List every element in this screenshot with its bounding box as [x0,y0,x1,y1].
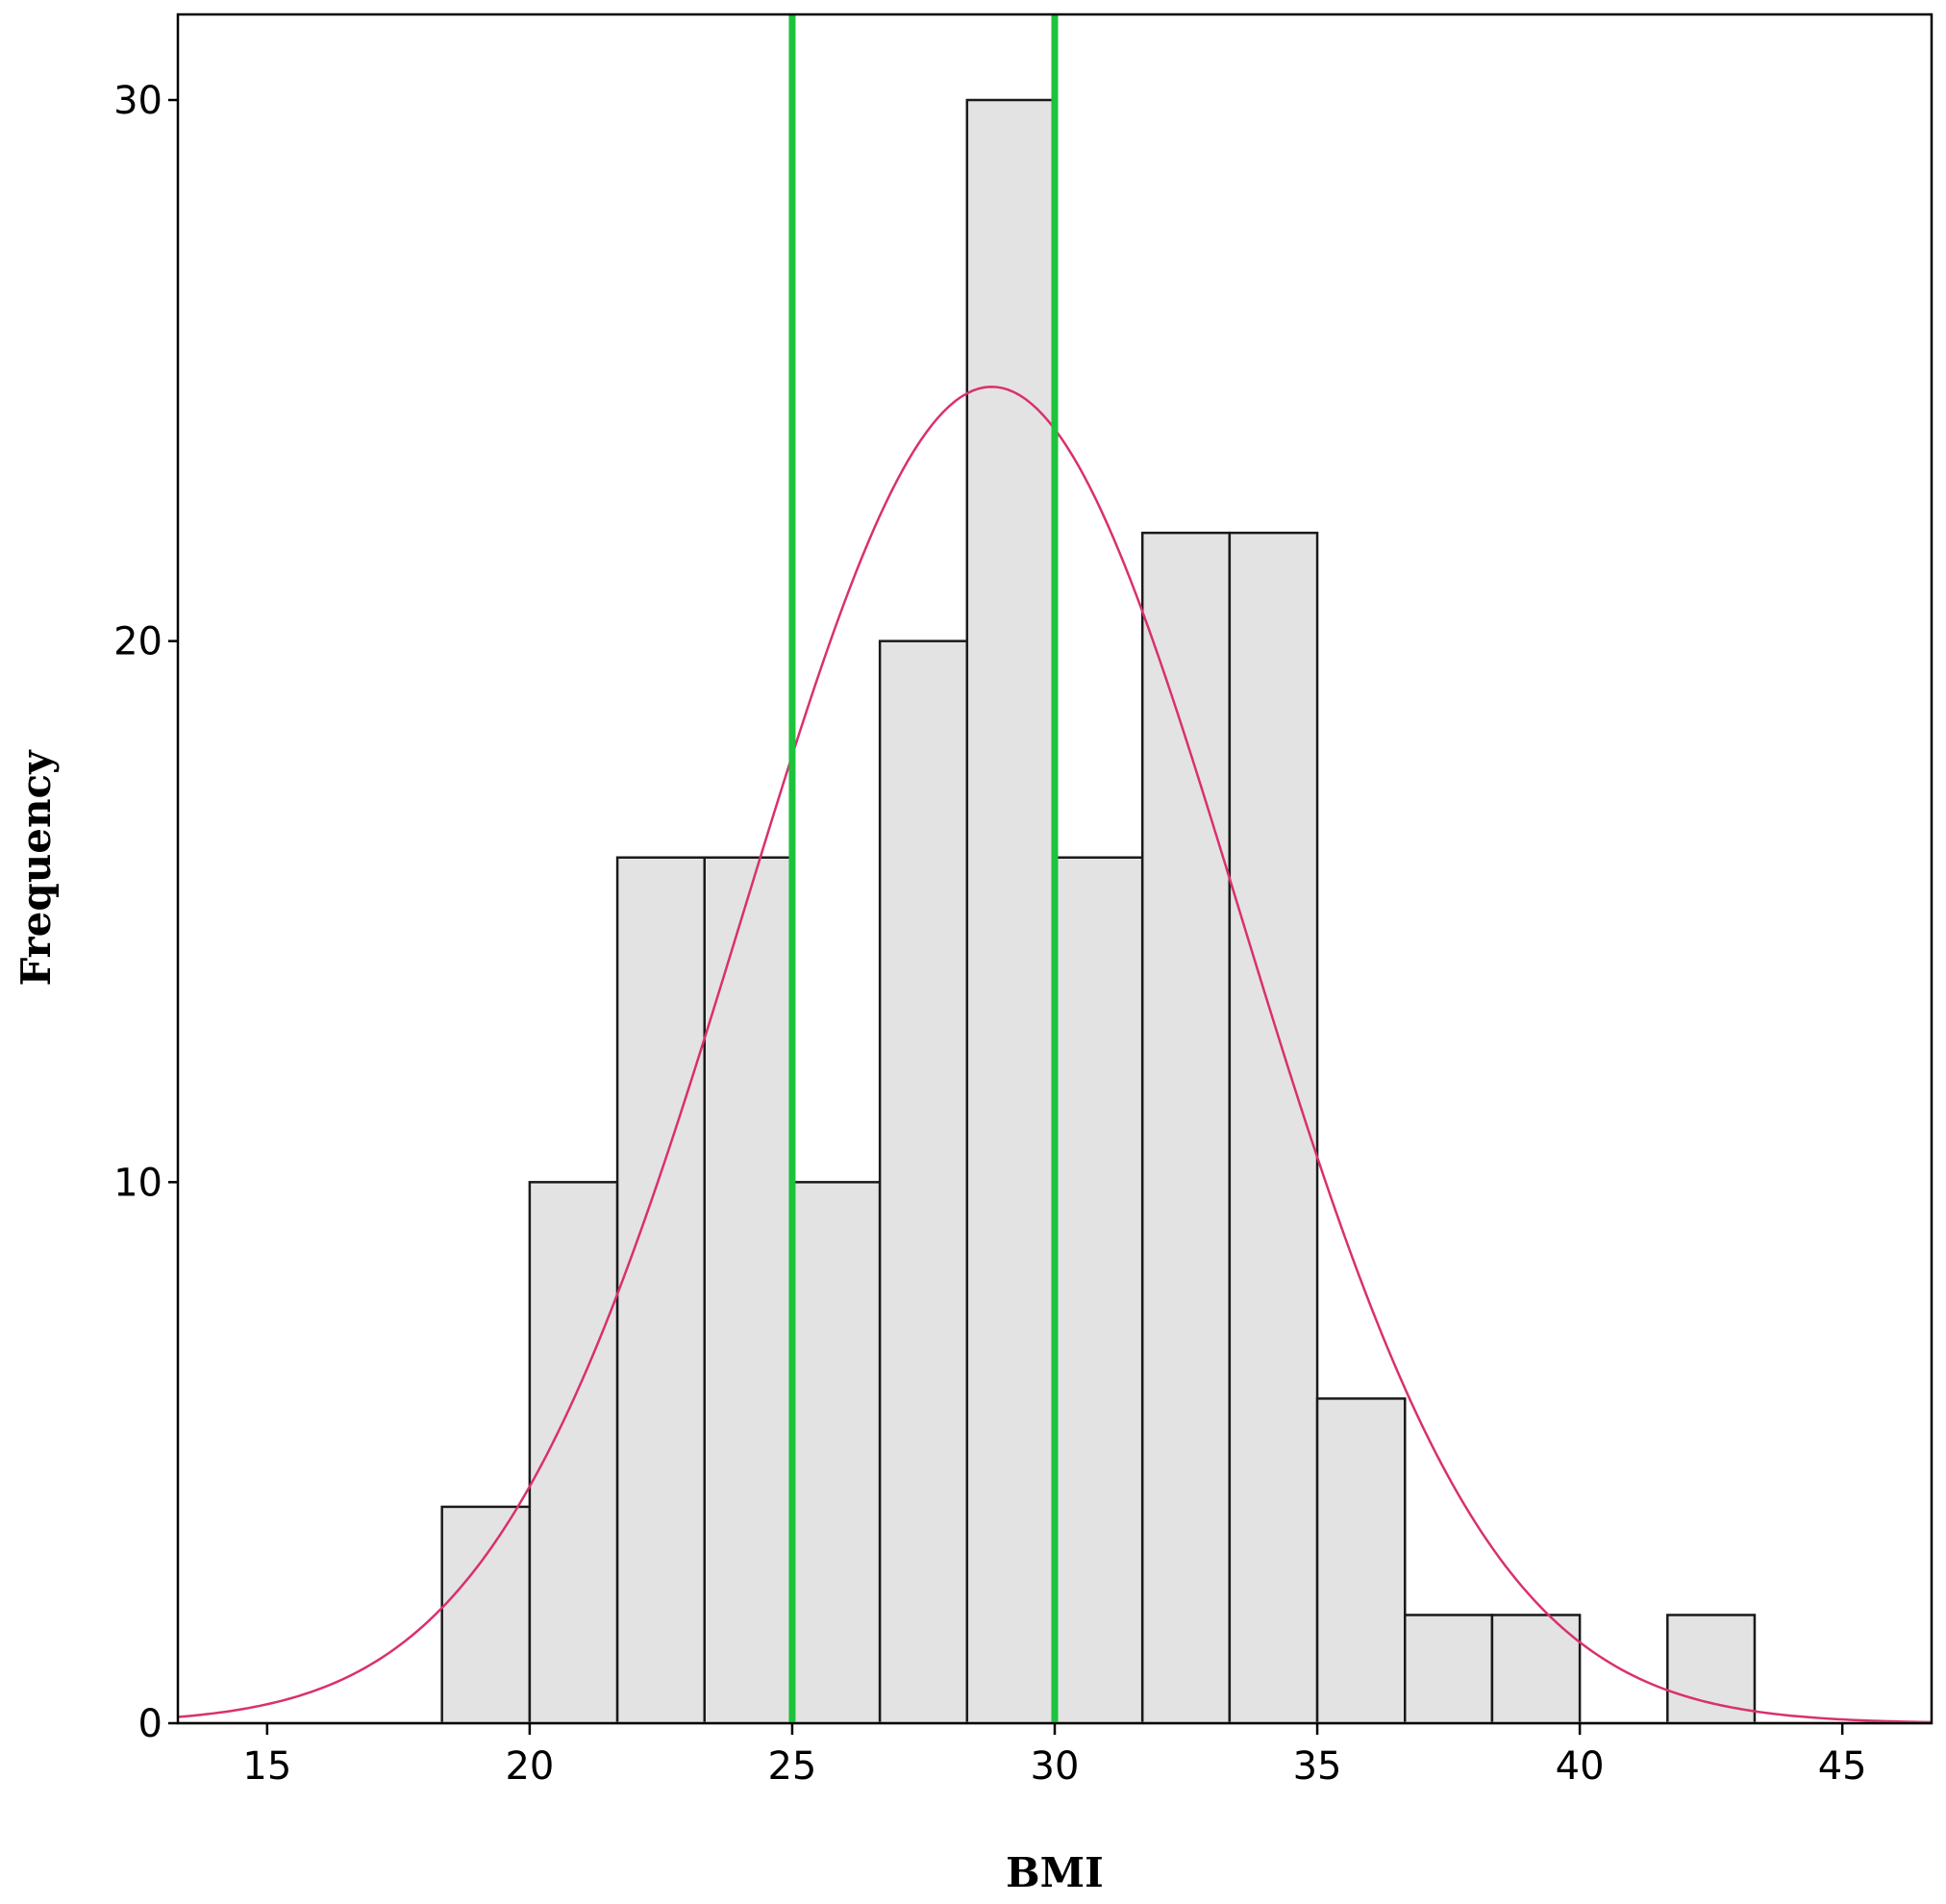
x-tick-label: 15 [242,1744,291,1789]
histogram-bar [528,1181,619,1725]
histogram-bar [878,639,969,1725]
y-tick-label: 0 [138,1702,162,1746]
y-tick-label: 20 [113,620,162,664]
x-tick-label: 35 [1293,1744,1342,1789]
x-axis-ticks: 15 20 25 30 35 40 45 [242,1723,1867,1789]
histogram-bar [615,856,706,1725]
reference-lines [788,14,1059,1723]
histogram-bar [1053,856,1144,1725]
histogram-bar [1315,1397,1407,1725]
y-axis-ticks: 0 10 20 30 [113,79,178,1746]
histogram-bar [1140,531,1232,1725]
histogram-bar [790,1181,882,1725]
y-tick-label: 10 [113,1161,162,1205]
x-tick-label: 40 [1556,1744,1605,1789]
histogram-bar [1228,531,1319,1725]
histogram-bar [965,98,1057,1725]
histogram-bar [703,856,794,1725]
x-tick-label: 25 [767,1744,816,1789]
histogram-bar [1490,1614,1582,1725]
x-axis-title: BMI [1006,1849,1104,1896]
histogram-bar [1404,1614,1494,1725]
x-tick-label: 20 [505,1744,554,1789]
histogram-bar [1666,1614,1757,1725]
histogram-bars [440,98,1757,1725]
y-tick-label: 30 [113,79,162,123]
x-tick-label: 30 [1031,1744,1080,1789]
histogram-bar [440,1505,532,1725]
x-tick-label: 45 [1818,1744,1867,1789]
y-axis-title: Frequency [12,749,60,987]
